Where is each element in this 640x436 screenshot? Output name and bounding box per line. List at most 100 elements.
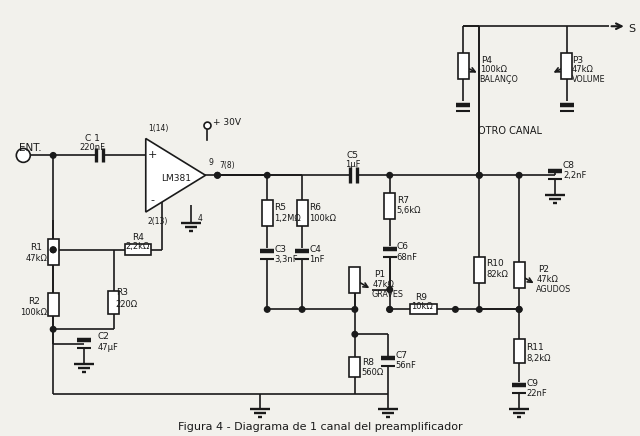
Text: R6: R6 [309, 203, 321, 211]
Text: C8: C8 [563, 161, 575, 170]
Text: 560Ω: 560Ω [362, 368, 384, 377]
Polygon shape [146, 139, 205, 212]
Text: R2: R2 [28, 297, 40, 306]
Text: 56nF: 56nF [396, 361, 417, 370]
Text: 2,2kΩ: 2,2kΩ [125, 242, 150, 251]
Circle shape [516, 307, 522, 312]
Circle shape [477, 307, 482, 312]
Circle shape [452, 307, 458, 312]
Circle shape [51, 327, 56, 332]
Bar [262, 200, 273, 226]
Bar [561, 53, 572, 79]
Text: 5,6kΩ: 5,6kΩ [397, 205, 421, 215]
Circle shape [264, 307, 270, 312]
Circle shape [352, 307, 358, 312]
Text: 100kΩ: 100kΩ [480, 65, 508, 75]
Text: 82kΩ: 82kΩ [486, 270, 508, 279]
Bar [514, 262, 525, 288]
Circle shape [214, 173, 220, 178]
Text: 100kΩ: 100kΩ [309, 214, 336, 222]
Text: R4: R4 [132, 233, 144, 242]
Text: ENT.: ENT. [19, 143, 42, 153]
Text: R5: R5 [274, 203, 286, 211]
Circle shape [516, 307, 522, 312]
Text: 1nF: 1nF [309, 255, 324, 264]
Text: LM381: LM381 [161, 174, 191, 183]
Circle shape [51, 153, 56, 158]
Circle shape [387, 173, 392, 178]
Bar [48, 239, 59, 265]
Text: 1μF: 1μF [345, 160, 360, 169]
Text: 220nF: 220nF [79, 143, 105, 152]
Text: 1(14): 1(14) [148, 124, 168, 133]
Text: -: - [151, 195, 155, 205]
Bar [349, 267, 360, 293]
Text: R3: R3 [116, 288, 128, 297]
Text: 2(13): 2(13) [148, 218, 168, 226]
Text: R1: R1 [30, 243, 42, 252]
Text: GRAVES: GRAVES [372, 290, 404, 299]
Text: R7: R7 [397, 196, 409, 204]
Bar [474, 257, 484, 283]
Text: C7: C7 [396, 351, 408, 360]
Text: C9: C9 [526, 379, 538, 388]
Circle shape [51, 247, 56, 252]
Text: 4: 4 [198, 214, 202, 222]
Text: C5: C5 [347, 151, 359, 160]
Text: 7(8): 7(8) [220, 161, 235, 170]
Bar [296, 200, 308, 226]
Text: S: S [628, 24, 636, 34]
Text: 100kΩ: 100kΩ [20, 308, 47, 317]
Text: 47kΩ: 47kΩ [537, 275, 559, 284]
Text: C6: C6 [397, 242, 409, 251]
Circle shape [387, 287, 392, 292]
Text: 68nF: 68nF [397, 253, 418, 262]
Text: OTRO CANAL: OTRO CANAL [478, 126, 542, 136]
Bar [458, 53, 469, 79]
Text: R8: R8 [362, 358, 374, 367]
Circle shape [477, 173, 482, 178]
Text: C3: C3 [274, 245, 286, 254]
Text: C4: C4 [309, 245, 321, 254]
Text: R11: R11 [526, 343, 544, 352]
Bar [410, 304, 438, 314]
Circle shape [352, 331, 358, 337]
Text: R9: R9 [415, 293, 428, 302]
Text: 47kΩ: 47kΩ [372, 280, 395, 289]
Text: 47kΩ: 47kΩ [26, 254, 47, 263]
Text: 10kΩ: 10kΩ [411, 302, 433, 311]
Circle shape [51, 247, 56, 252]
Text: 22nF: 22nF [526, 389, 547, 399]
Text: P2: P2 [538, 265, 549, 274]
Text: VOLUME: VOLUME [572, 75, 605, 85]
Text: AGUDOS: AGUDOS [536, 285, 572, 294]
Text: P3: P3 [572, 55, 583, 65]
Text: 3,3nF: 3,3nF [274, 255, 298, 264]
Text: 220Ω: 220Ω [116, 300, 138, 309]
Text: BALANÇO: BALANÇO [479, 75, 518, 85]
Circle shape [387, 307, 392, 312]
Bar [384, 193, 395, 219]
Text: 47kΩ: 47kΩ [572, 65, 594, 75]
Circle shape [477, 173, 482, 178]
Text: C 1: C 1 [84, 134, 99, 143]
Circle shape [17, 148, 30, 162]
Text: R10: R10 [486, 259, 504, 268]
Circle shape [516, 173, 522, 178]
Bar [125, 244, 151, 255]
Bar [349, 357, 360, 377]
Text: P1: P1 [374, 270, 385, 279]
Text: C2: C2 [98, 332, 110, 341]
Text: P4: P4 [481, 55, 492, 65]
Circle shape [214, 173, 220, 178]
Bar [108, 290, 120, 314]
Text: 1,2MΩ: 1,2MΩ [274, 214, 301, 222]
Text: 8,2kΩ: 8,2kΩ [526, 354, 550, 363]
Circle shape [387, 307, 392, 312]
Text: 47μF: 47μF [98, 343, 119, 352]
Text: + 30V: + 30V [214, 118, 241, 127]
Text: Figura 4 - Diagrama de 1 canal del preamplificador: Figura 4 - Diagrama de 1 canal del pream… [178, 422, 462, 432]
Circle shape [264, 173, 270, 178]
Bar [514, 339, 525, 363]
Circle shape [300, 307, 305, 312]
